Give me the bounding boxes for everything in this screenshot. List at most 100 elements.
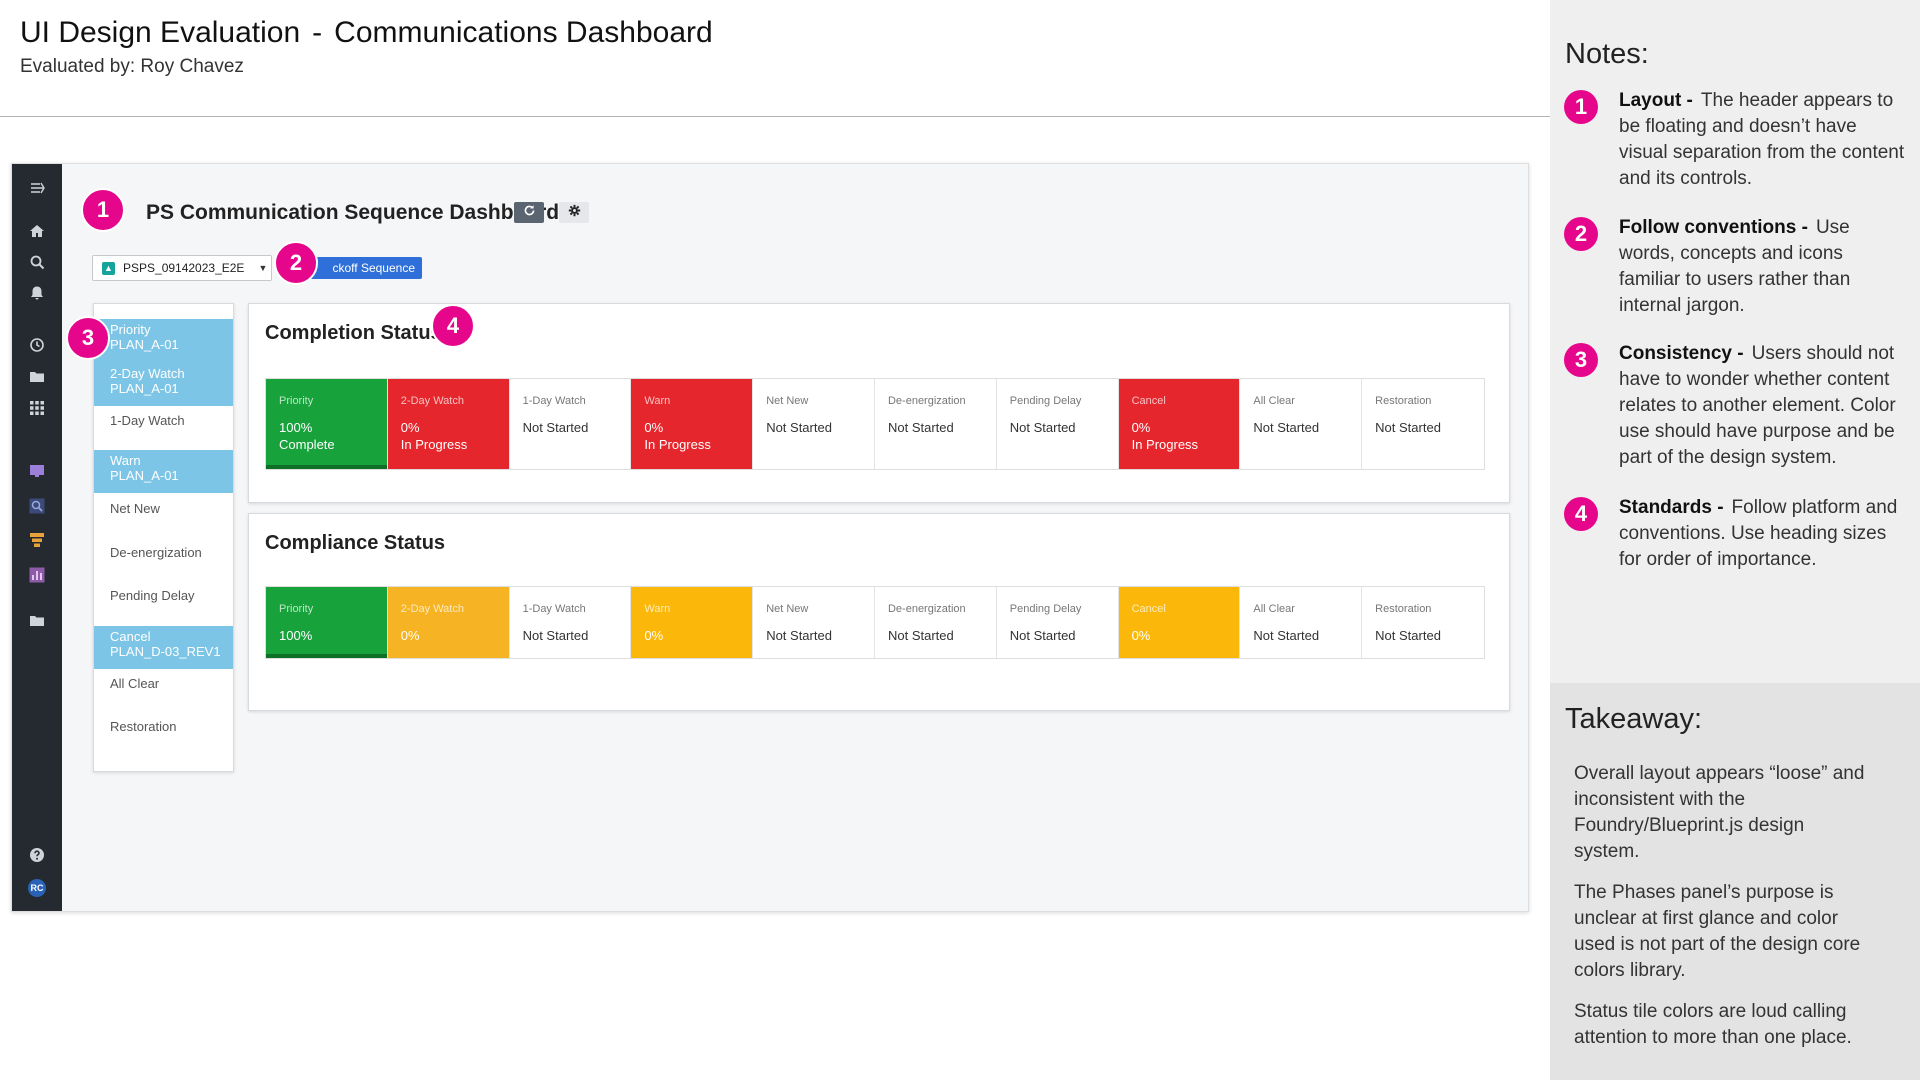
status-tile[interactable]: Warn 0% xyxy=(631,587,754,658)
phase-item[interactable]: Warn PLAN_A-01 xyxy=(94,450,233,493)
phase-item[interactable]: Priority PLAN_A-01 xyxy=(94,319,233,363)
layers-icon[interactable] xyxy=(12,529,62,551)
status-tile[interactable]: Net New Not Started xyxy=(753,587,875,658)
refresh-button[interactable] xyxy=(514,202,544,223)
status-tile[interactable]: 1-Day Watch Not Started xyxy=(509,379,632,469)
completion-status-title: Completion Status xyxy=(265,322,442,344)
plan-select-value: PSPS_09142023_E2E xyxy=(123,261,245,275)
phase-item[interactable]: All Clear xyxy=(94,676,233,691)
plan-select[interactable]: ▲ PSPS_09142023_E2E ▼ xyxy=(92,255,272,281)
user-avatar[interactable]: RC xyxy=(12,877,62,899)
tile-value: 0% xyxy=(644,628,664,643)
phase-item[interactable]: De-energization xyxy=(94,545,233,560)
tile-value: Not Started xyxy=(766,628,832,643)
phase-item[interactable]: Cancel PLAN_D-03_REV1 xyxy=(94,626,233,669)
tile-label: 1-Day Watch xyxy=(522,603,586,615)
phase-item[interactable]: 2-Day Watch PLAN_A-01 xyxy=(94,363,233,406)
grid-icon[interactable] xyxy=(12,397,62,419)
tile-status: In Progress xyxy=(400,437,468,452)
phase-plan: PLAN_A-01 xyxy=(110,337,179,352)
tile-label: All Clear xyxy=(1253,395,1295,407)
note-label: Follow conventions - xyxy=(1619,217,1808,238)
tile-value: Not Started xyxy=(887,628,954,643)
tile-value: Not Started xyxy=(522,628,589,643)
phase-item[interactable]: Pending Delay xyxy=(94,588,233,603)
note-item: 3 Consistency - Users should not have to … xyxy=(1564,341,1909,471)
folder-open-icon[interactable] xyxy=(12,366,62,388)
status-tile[interactable]: Priority 100% xyxy=(266,587,388,658)
phase-label: Net New xyxy=(110,501,160,516)
tile-label: Warn xyxy=(644,395,671,407)
tile-value: Not Started xyxy=(1375,628,1441,643)
tile-status: Complete xyxy=(279,437,335,452)
folder-icon[interactable] xyxy=(12,610,62,632)
phase-plan: PLAN_A-01 xyxy=(110,381,179,396)
phase-item[interactable]: Net New xyxy=(94,501,233,516)
monitor-icon[interactable] xyxy=(12,460,62,482)
kickoff-sequence-button[interactable]: ckoff Sequence xyxy=(304,257,422,279)
status-tile[interactable]: Restoration Not Started xyxy=(1362,379,1484,469)
tile-value: 0% xyxy=(1131,628,1151,643)
note-number: 1 xyxy=(1564,90,1598,124)
note-number: 3 xyxy=(1564,343,1598,377)
status-tile[interactable]: 2-Day Watch 0% xyxy=(387,587,510,658)
phase-label: De-energization xyxy=(110,545,202,560)
zoom-icon[interactable] xyxy=(12,495,62,517)
tile-label: Priority xyxy=(279,395,314,407)
tile-label: Restoration xyxy=(1375,395,1432,407)
slide-title: UI Design Evaluation - Communications Dash… xyxy=(20,16,1520,50)
status-tile[interactable]: Net New Not Started xyxy=(753,379,875,469)
tile-label: Restoration xyxy=(1375,603,1432,615)
compliance-status-card: Compliance Status Priority 100% 2-Day Wa… xyxy=(248,513,1510,711)
tile-label: Net New xyxy=(766,395,809,407)
status-tile[interactable]: Cancel 0% xyxy=(1118,587,1241,658)
home-icon[interactable] xyxy=(12,220,62,242)
bell-icon[interactable] xyxy=(12,282,62,304)
status-tile[interactable]: Pending Delay Not Started xyxy=(996,587,1119,658)
status-tile[interactable]: Warn 0% In Progress xyxy=(631,379,754,469)
search-icon[interactable] xyxy=(12,251,62,273)
notes-heading: Notes: xyxy=(1565,38,1649,70)
dashboard-screenshot: RC PS Communication Sequence Dashboard ▲… xyxy=(11,163,1529,912)
help-icon[interactable] xyxy=(12,844,62,866)
dashboard-title: PS Communication Sequence Dashboard xyxy=(146,201,560,224)
history-icon[interactable] xyxy=(12,334,62,356)
settings-button[interactable] xyxy=(559,202,589,223)
bar-chart-icon[interactable] xyxy=(12,564,62,586)
tile-label: 2-Day Watch xyxy=(400,603,464,615)
note-number: 2 xyxy=(1564,217,1598,251)
note-number: 4 xyxy=(1564,497,1598,531)
tile-value: Not Started xyxy=(1253,628,1320,643)
status-tile[interactable]: 2-Day Watch 0% In Progress xyxy=(387,379,510,469)
tile-label: All Clear xyxy=(1253,603,1295,615)
status-tile[interactable]: Cancel 0% In Progress xyxy=(1118,379,1241,469)
tile-value: 0% xyxy=(1131,420,1151,435)
tile-label: Cancel xyxy=(1131,603,1166,615)
tile-value: Not Started xyxy=(766,420,832,435)
takeaway-heading: Takeaway: xyxy=(1565,703,1703,735)
tile-label: De-energization xyxy=(887,603,966,615)
header-divider xyxy=(0,116,1550,117)
tile-label: 2-Day Watch xyxy=(400,395,464,407)
status-tile[interactable]: 1-Day Watch Not Started xyxy=(509,587,632,658)
status-tile[interactable]: All Clear Not Started xyxy=(1240,587,1363,658)
note-label: Consistency - xyxy=(1619,343,1744,364)
note-label: Standards - xyxy=(1619,497,1724,518)
menu-expand-icon[interactable] xyxy=(12,177,62,199)
status-tile[interactable]: Pending Delay Not Started xyxy=(996,379,1119,469)
tile-label: 1-Day Watch xyxy=(522,395,586,407)
title-separator: - xyxy=(312,16,323,49)
note-label: Layout - xyxy=(1619,90,1693,111)
tile-value: 0% xyxy=(644,420,664,435)
status-tile[interactable]: De-energization Not Started xyxy=(874,379,997,469)
status-tile[interactable]: Priority 100% Complete xyxy=(266,379,388,469)
phase-item[interactable]: 1-Day Watch xyxy=(94,413,233,428)
phase-label: All Clear xyxy=(110,676,160,691)
note-text: Use words, concepts and icons familiar t… xyxy=(1619,217,1851,316)
status-tile[interactable]: All Clear Not Started xyxy=(1240,379,1363,469)
completion-tiles: Priority 100% Complete 2-Day Watch 0% In… xyxy=(265,378,1485,470)
status-tile[interactable]: De-energization Not Started xyxy=(874,587,997,658)
phase-plan: PLAN_A-01 xyxy=(110,468,179,483)
status-tile[interactable]: Restoration Not Started xyxy=(1362,587,1484,658)
phase-item[interactable]: Restoration xyxy=(94,719,233,734)
